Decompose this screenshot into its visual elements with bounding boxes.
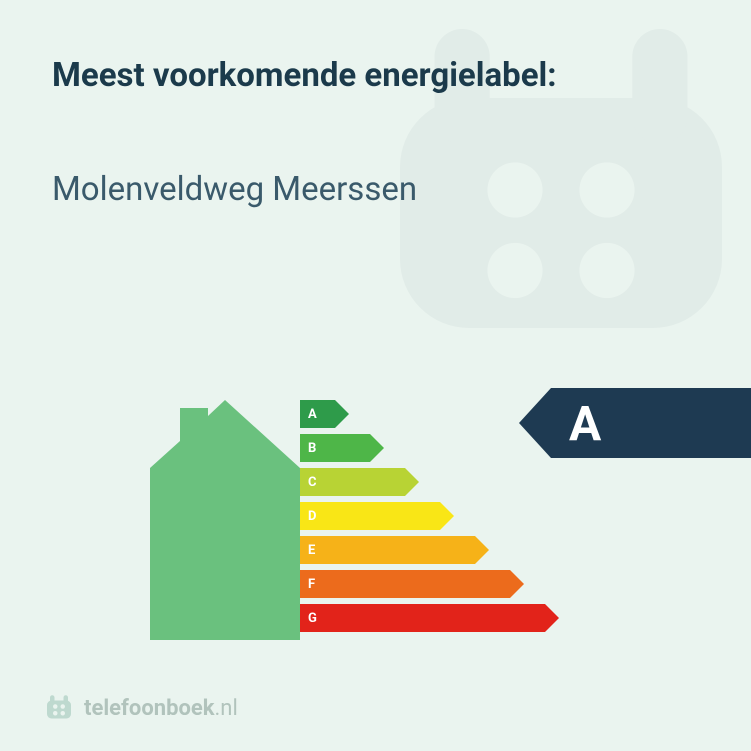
badge-arrow — [519, 388, 551, 458]
footer-brand-bold: telefoonboek — [84, 696, 215, 721]
page-subtitle: Molenveldweg Meerssen — [52, 170, 417, 209]
house-icon — [150, 400, 300, 640]
energy-bar-label: G — [300, 604, 545, 632]
energy-bar-label: B — [300, 434, 370, 462]
bar-arrow-icon — [545, 604, 559, 632]
bar-arrow-icon — [475, 536, 489, 564]
energy-bar-label: D — [300, 502, 440, 530]
footer-brand: telefoonboek.nl — [84, 696, 238, 721]
energy-bar-label: F — [300, 570, 510, 598]
energy-bar-label: E — [300, 536, 475, 564]
energy-bar-label: A — [300, 400, 335, 428]
bar-arrow-icon — [370, 434, 384, 462]
result-badge: A — [519, 388, 751, 458]
badge-label: A — [551, 388, 751, 458]
bar-arrow-icon — [405, 468, 419, 496]
page-title: Meest voorkomende energielabel: — [52, 56, 557, 95]
footer: telefoonboek.nl — [44, 693, 238, 723]
footer-brand-light: .nl — [215, 696, 238, 721]
bar-arrow-icon — [335, 400, 349, 428]
bar-arrow-icon — [440, 502, 454, 530]
energy-bar-label: C — [300, 468, 405, 496]
footer-logo-icon — [44, 693, 74, 723]
bar-arrow-icon — [510, 570, 524, 598]
